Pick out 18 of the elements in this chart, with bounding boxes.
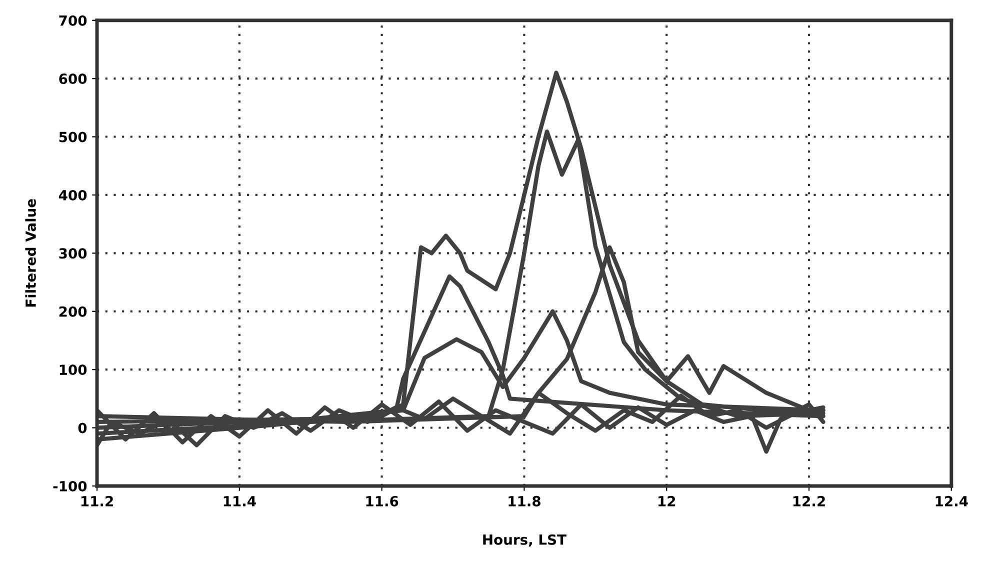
x-tick-label: 12 — [658, 496, 676, 506]
x-tick-label: 11.2 — [81, 496, 113, 506]
y-tick-label: 400 — [58, 190, 87, 200]
y-tick-label: 100 — [60, 364, 87, 376]
x-tick-label: 11.4 — [224, 496, 256, 506]
y-tick-label: 300 — [59, 248, 87, 259]
x-tick-label: 12.4 — [936, 496, 968, 506]
y-tick-label: -100 — [53, 480, 87, 492]
y-tick-label: 0 — [78, 422, 87, 434]
x-tick-label: 12.2 — [793, 496, 825, 506]
y-axis-title: Filtered Value — [25, 199, 36, 307]
y-tick-label: 200 — [59, 306, 87, 317]
x-axis-title: Hours, LST — [483, 534, 566, 547]
y-tick-label: 500 — [59, 132, 87, 142]
y-tick-label: 700 — [59, 15, 87, 26]
y-tick-label: 600 — [59, 74, 87, 84]
x-tick-label: 11.8 — [508, 496, 540, 506]
x-tick-label: 11.6 — [366, 496, 398, 506]
